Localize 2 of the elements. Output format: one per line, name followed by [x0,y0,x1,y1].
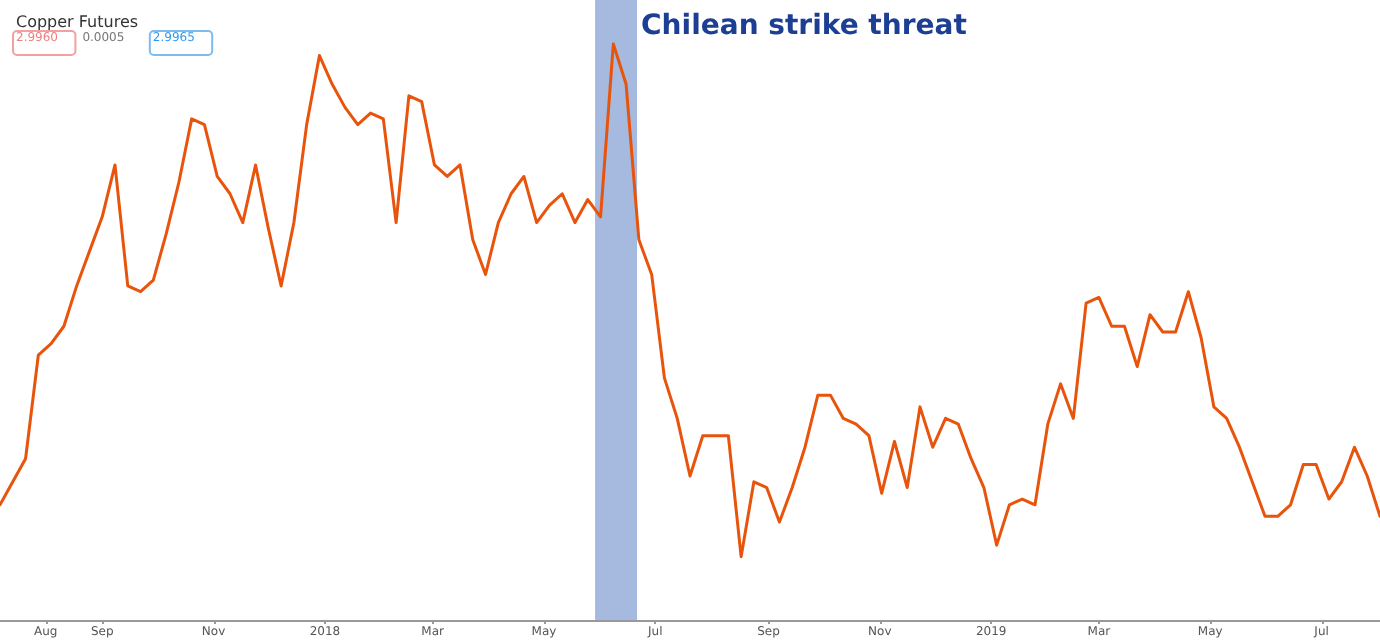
chart-title: Copper Futures [16,13,139,31]
band-label: Chilean strike threat [641,10,968,42]
